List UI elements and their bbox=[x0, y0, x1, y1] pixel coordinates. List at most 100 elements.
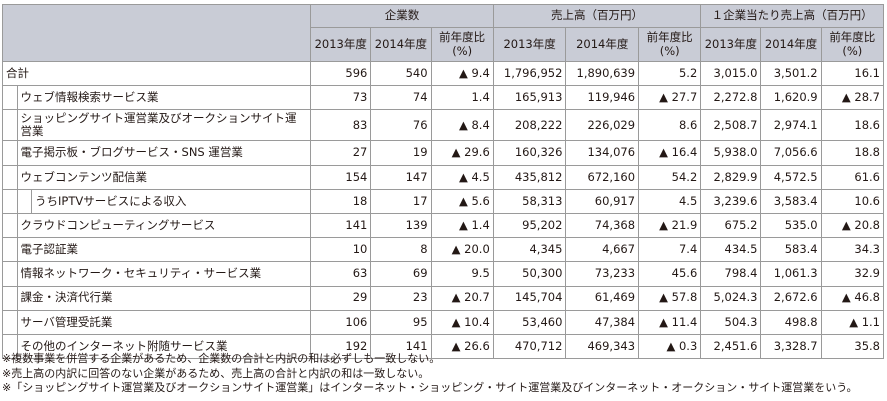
cell-per-yoy: ▲ 46.8 bbox=[820, 285, 885, 311]
cell-count-2013: 73 bbox=[310, 85, 372, 111]
header-per-yoy: 前年度比 (%) bbox=[820, 27, 885, 62]
cell-count-2013: 63 bbox=[310, 261, 372, 287]
header-group-company-count: 企業数 bbox=[310, 4, 494, 28]
cell-count-2013: 141 bbox=[310, 212, 372, 239]
indent-cell bbox=[2, 285, 18, 311]
row-label: 合計 bbox=[1, 60, 312, 87]
cell-per-2014: 535.0 bbox=[760, 212, 822, 239]
cell-per-yoy: 32.9 bbox=[820, 261, 885, 287]
cell-per-2013: 2,451.6 bbox=[700, 333, 762, 360]
row-label: 課金・決済代行業 bbox=[16, 285, 312, 311]
table-row: クラウドコンピューティングサービス 141 139 ▲ 1.4 95,202 7… bbox=[2, 212, 885, 239]
cell-sales-2014: 672,160 bbox=[565, 164, 640, 190]
cell-per-yoy: 10.6 bbox=[820, 188, 885, 214]
cell-per-2014: 3,328.7 bbox=[760, 333, 822, 360]
indent-cell bbox=[2, 109, 18, 142]
cell-sales-2014: 134,076 bbox=[565, 140, 640, 166]
cell-count-yoy: ▲ 9.4 bbox=[430, 60, 494, 87]
row-label: 電子掲示板・ブログサービス・SNS 運営業 bbox=[16, 140, 312, 166]
row-label-line2: 営業 bbox=[20, 124, 44, 139]
cell-count-yoy: ▲ 20.0 bbox=[430, 237, 494, 263]
cell-count-yoy: ▲ 20.7 bbox=[430, 285, 494, 311]
cell-count-2013: 106 bbox=[310, 309, 372, 335]
cell-sales-2014: 469,343 bbox=[565, 333, 640, 360]
cell-per-2013: 434.5 bbox=[700, 237, 762, 263]
cell-count-yoy: 1.4 bbox=[430, 85, 494, 111]
header-per-2013: 2013年度 bbox=[700, 27, 762, 62]
row-label: サーバ管理受託業 bbox=[16, 309, 312, 335]
table-row: ウェブ情報検索サービス業 73 74 1.4 165,913 119,946 ▲… bbox=[2, 85, 885, 111]
cell-count-2014: 8 bbox=[370, 237, 432, 263]
cell-sales-2013: 145,704 bbox=[492, 285, 567, 311]
cell-per-2014: 4,572.5 bbox=[760, 164, 822, 190]
cell-per-yoy: ▲ 20.8 bbox=[820, 212, 885, 239]
cell-per-2014: 2,672.6 bbox=[760, 285, 822, 311]
cell-per-yoy: 18.6 bbox=[820, 109, 885, 142]
cell-per-yoy: 34.3 bbox=[820, 237, 885, 263]
cell-sales-yoy: 5.2 bbox=[638, 60, 702, 87]
row-label: 電子認証業 bbox=[16, 237, 312, 263]
row-label: うちIPTVサービスによる収入 bbox=[31, 188, 312, 214]
cell-per-2013: 3,015.0 bbox=[700, 60, 762, 87]
header-yoy-unit: (%) bbox=[842, 43, 863, 58]
header-group-sales: 売上高（百万円） bbox=[492, 4, 702, 28]
cell-per-yoy: 61.6 bbox=[820, 164, 885, 190]
cell-sales-2013: 435,812 bbox=[492, 164, 567, 190]
cell-sales-yoy: ▲ 16.4 bbox=[638, 140, 702, 166]
cell-count-2014: 540 bbox=[370, 60, 432, 87]
cell-per-2013: 3,239.6 bbox=[700, 188, 762, 214]
cell-count-yoy: ▲ 29.6 bbox=[430, 140, 494, 166]
table-row: 電子掲示板・ブログサービス・SNS 運営業 27 19 ▲ 29.6 160,3… bbox=[2, 140, 885, 166]
header-yoy-label: 前年度比 bbox=[829, 30, 876, 45]
cell-sales-yoy: 45.6 bbox=[638, 261, 702, 287]
cell-per-2013: 2,272.8 bbox=[700, 85, 762, 111]
header-group-sales-per-company: １企業当たり売上高（百万円） bbox=[700, 4, 884, 28]
cell-per-2013: 2,508.7 bbox=[700, 109, 762, 142]
cell-per-2013: 2,829.9 bbox=[700, 164, 762, 190]
cell-sales-2013: 208,222 bbox=[492, 109, 567, 142]
row-label: クラウドコンピューティングサービス bbox=[16, 212, 312, 239]
header-per-2014: 2014年度 bbox=[760, 27, 822, 62]
cell-sales-2013: 58,313 bbox=[492, 188, 567, 214]
cell-per-2014: 498.8 bbox=[760, 309, 822, 335]
cell-per-2014: 583.4 bbox=[760, 237, 822, 263]
cell-count-yoy: ▲ 26.6 bbox=[430, 333, 494, 360]
cell-count-2013: 83 bbox=[310, 109, 372, 142]
cell-sales-yoy: 7.4 bbox=[638, 237, 702, 263]
cell-count-2014: 139 bbox=[370, 212, 432, 239]
cell-sales-2013: 95,202 bbox=[492, 212, 567, 239]
header-sales-2014: 2014年度 bbox=[565, 27, 640, 62]
row-label: ウェブ情報検索サービス業 bbox=[16, 85, 312, 111]
cell-sales-2013: 470,712 bbox=[492, 333, 567, 360]
cell-sales-2013: 4,345 bbox=[492, 237, 567, 263]
header-sales-yoy: 前年度比 (%) bbox=[638, 27, 702, 62]
cell-sales-2014: 47,384 bbox=[565, 309, 640, 335]
cell-sales-2013: 53,460 bbox=[492, 309, 567, 335]
cell-count-yoy: ▲ 8.4 bbox=[430, 109, 494, 142]
cell-count-2014: 95 bbox=[370, 309, 432, 335]
cell-sales-yoy: ▲ 57.8 bbox=[638, 285, 702, 311]
cell-sales-yoy: 54.2 bbox=[638, 164, 702, 190]
cell-per-2014: 7,056.6 bbox=[760, 140, 822, 166]
cell-per-2014: 3,501.2 bbox=[760, 60, 822, 87]
cell-count-2013: 27 bbox=[310, 140, 372, 166]
cell-count-2013: 18 bbox=[310, 188, 372, 214]
footnote: ※売上高の内訳に回答のない企業があるため、売上高の合計と内訳の和は一致しない。 bbox=[2, 366, 430, 380]
cell-sales-2013: 160,326 bbox=[492, 140, 567, 166]
cell-sales-2013: 165,913 bbox=[492, 85, 567, 111]
cell-sales-2014: 226,029 bbox=[565, 109, 640, 142]
indent-cell bbox=[2, 140, 18, 166]
indent-cell bbox=[2, 188, 18, 214]
row-label: ウェブコンテンツ配信業 bbox=[16, 164, 312, 190]
cell-per-yoy: 35.8 bbox=[820, 333, 885, 360]
cell-per-2014: 3,583.4 bbox=[760, 188, 822, 214]
table-row: ウェブコンテンツ配信業 154 147 ▲ 4.5 435,812 672,16… bbox=[2, 164, 885, 190]
table-row: サーバ管理受託業 106 95 ▲ 10.4 53,460 47,384 ▲ 1… bbox=[2, 309, 885, 335]
cell-per-2013: 5,024.3 bbox=[700, 285, 762, 311]
cell-sales-yoy: ▲ 21.9 bbox=[638, 212, 702, 239]
header-yoy-unit: (%) bbox=[659, 43, 680, 58]
cell-per-2013: 5,938.0 bbox=[700, 140, 762, 166]
cell-count-2014: 74 bbox=[370, 85, 432, 111]
cell-per-yoy: ▲ 1.1 bbox=[820, 309, 885, 335]
